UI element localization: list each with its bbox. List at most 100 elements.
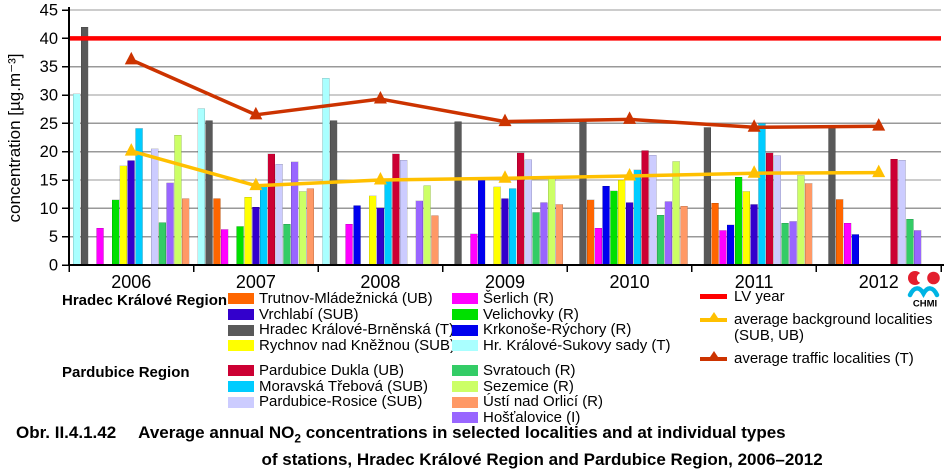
figure-caption: Obr. II.4.1.42 Average annual NO2 concen…: [0, 422, 950, 470]
bar: [220, 229, 229, 266]
legend-label: Trutnov-Mládežnická (UB): [259, 290, 433, 307]
bar: [898, 159, 906, 266]
bar: [150, 148, 159, 266]
bar: [586, 199, 595, 266]
bar: [244, 196, 252, 266]
legend-line-swatch: [700, 351, 727, 365]
legend-label: Šerlich (R): [483, 290, 554, 307]
bar: [555, 204, 564, 266]
bar: [540, 202, 548, 266]
bar: [236, 226, 244, 266]
legend-item: Rychnov nad Kněžnou (SUB): [228, 338, 455, 354]
triangle-marker: [249, 177, 263, 191]
bar: [329, 120, 338, 266]
chmi-logo-dot: [927, 271, 940, 285]
bar: [127, 160, 135, 266]
legend-swatch: [228, 324, 254, 336]
legend-lines-col: LV year average background localities (SUB…: [700, 289, 932, 374]
legend-item: Ústí nad Orlicí (R): [452, 394, 603, 410]
legend-label: Hradec Králové-Brněnská (T): [259, 321, 455, 339]
bar: [617, 179, 626, 266]
bar: [789, 221, 797, 266]
bar: [111, 199, 120, 266]
legend-label: Svratouch (R): [483, 362, 576, 379]
bar: [913, 230, 922, 266]
y-tick-label: 5: [49, 228, 58, 246]
bar: [804, 183, 813, 266]
triangle-marker-icon: [707, 312, 720, 321]
triangle-marker: [623, 111, 637, 124]
bar: [594, 227, 603, 266]
bar: [797, 175, 805, 266]
triangle-marker-icon: [707, 351, 720, 360]
bar: [415, 200, 424, 266]
legend-label: Ústí nad Orlicí (R): [483, 393, 604, 411]
legend-item: Vrchlabí (SUB): [228, 306, 455, 323]
legend-swatch: [228, 396, 254, 408]
triangle-marker: [747, 119, 761, 132]
bar: [345, 223, 353, 266]
legend-item: Trutnov-Mládežnická (UB): [228, 291, 455, 307]
legend-label: Moravská Třebová (SUB): [259, 377, 428, 395]
bar: [197, 108, 206, 266]
bar: [742, 191, 751, 266]
bar: [890, 158, 898, 266]
bar: [758, 123, 766, 266]
bar: [399, 159, 408, 266]
legend-swatch: [452, 340, 478, 352]
y-tick-label: 40: [40, 30, 58, 48]
legend-item: Hradec Králové-Brněnská (T): [228, 322, 455, 338]
bar: [641, 150, 649, 266]
y-tick-label: 10: [40, 200, 58, 218]
x-tick-label: 2011: [735, 272, 774, 292]
bar: [633, 169, 642, 266]
legend-label: Hošťalovice (I): [483, 409, 581, 427]
y-tick-label: 25: [40, 115, 58, 133]
legend-item: average background localities (SUB, UB): [700, 312, 932, 344]
legend-item: Velichovky (R): [452, 305, 671, 323]
bar: [680, 205, 688, 266]
legend-swatch: [228, 365, 254, 377]
legend-swatch: [452, 293, 478, 305]
x-tick-label: 2009: [485, 272, 525, 292]
legend-item: Hr. Králové-Sukovy sady (T): [452, 338, 671, 354]
x-tick-label: 2010: [610, 272, 650, 292]
bar: [267, 153, 276, 266]
bar: [516, 152, 525, 266]
bar: [625, 202, 634, 266]
legend-label: Hr. Králové-Sukovy sady (T): [483, 337, 671, 355]
triangle-marker: [623, 168, 637, 181]
triangle-marker: [373, 90, 387, 104]
triangle-marker: [498, 113, 512, 127]
y-tick-label: 30: [40, 87, 58, 105]
legend-region2-label: Pardubice Region: [62, 364, 190, 381]
legend-label: Rychnov nad Kněžnou (SUB): [259, 337, 455, 355]
bar: [135, 128, 143, 266]
caption-line1: Average annual NO2 concentrations in sel…: [138, 423, 786, 446]
legend-item: Šerlich (R): [452, 291, 671, 307]
bar: [532, 212, 540, 266]
x-tick-label: 2006: [111, 272, 151, 292]
bar: [80, 26, 89, 266]
bar: [306, 188, 315, 266]
y-tick-label: 15: [40, 172, 58, 190]
caption-line2: of stations, Hradec Králové Region and P…: [261, 450, 823, 470]
bar: [72, 93, 81, 266]
legend-label: Sezemice (R): [483, 377, 574, 395]
triangle-marker: [747, 165, 761, 178]
legend-line-swatch: [700, 289, 727, 303]
triangle-marker: [373, 172, 387, 185]
bar: [835, 199, 844, 266]
bar: [158, 222, 167, 266]
y-tick-label: 0: [49, 257, 58, 275]
legend-label: Velichovky (R): [483, 305, 579, 323]
bar: [765, 152, 774, 266]
bar: [501, 198, 509, 266]
legend-region1-col2: Šerlich (R) Velichovky (R) Krkonoše-Rýchor…: [452, 291, 671, 354]
bar: [781, 222, 789, 266]
bar: [252, 206, 260, 266]
bar: [843, 222, 852, 266]
bar: [656, 214, 665, 266]
legend-item: Sezemice (R): [452, 377, 603, 395]
legend-label: Pardubice Dukla (UB): [259, 362, 405, 379]
